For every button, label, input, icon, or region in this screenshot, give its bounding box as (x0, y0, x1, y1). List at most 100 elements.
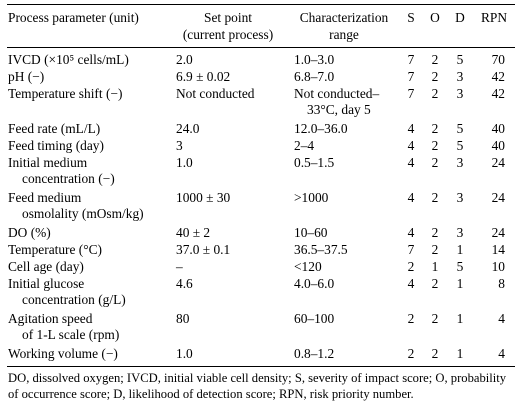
row-rpn: 40 (491, 121, 505, 136)
row-setpoint: 1.0 (176, 346, 193, 361)
row-rpn: 24 (491, 155, 505, 170)
row-param: Agitation speed (8, 311, 93, 326)
row-s-score: 4 (407, 276, 415, 291)
header-range: Characterization (299, 10, 389, 25)
row-o-score: 1 (431, 259, 439, 274)
row-d-score: 3 (456, 225, 464, 240)
row-setpoint: 6.9 ± 0.02 (176, 69, 231, 84)
row-setpoint: 24.0 (176, 121, 200, 136)
row-o-score: 2 (431, 86, 439, 101)
row-d-score: 1 (456, 242, 464, 257)
row-range: 36.5–37.5 (294, 242, 348, 257)
row-d-score: 5 (456, 121, 464, 136)
row-o-score: 2 (431, 225, 439, 240)
row-d-score: 5 (456, 259, 464, 274)
row-param: DO (%) (8, 225, 51, 240)
row-param: Initial medium (8, 155, 88, 170)
row-o-score: 2 (431, 311, 439, 326)
row-d-score: 5 (456, 138, 464, 153)
row-o-score: 2 (431, 138, 439, 153)
header-o: O (430, 10, 440, 25)
row-range: 12.0–36.0 (294, 121, 348, 136)
row-o-score: 2 (431, 242, 439, 257)
row-s-score: 4 (407, 190, 415, 205)
row-range: <120 (294, 259, 322, 274)
row-range: 0.8–1.2 (294, 346, 335, 361)
row-param: concentration (g/L) (22, 292, 126, 307)
row-setpoint: 1.0 (176, 155, 193, 170)
row-rpn: 8 (498, 276, 505, 291)
row-rpn: 40 (491, 138, 505, 153)
row-rpn: 14 (491, 242, 505, 257)
row-d-score: 3 (456, 190, 464, 205)
row-rpn: 24 (491, 190, 505, 205)
row-o-score: 2 (431, 346, 439, 361)
row-setpoint: 3 (176, 138, 183, 153)
row-d-score: 3 (456, 86, 464, 101)
row-setpoint: 37.0 ± 0.1 (176, 242, 231, 257)
row-setpoint: 4.6 (176, 276, 193, 291)
table-footnote: DO, dissolved oxygen; IVCD, initial viab… (8, 371, 507, 401)
row-o-score: 2 (431, 69, 439, 84)
row-param: osmolality (mOsm/kg) (22, 206, 144, 221)
row-param: Temperature (°C) (8, 242, 103, 257)
row-range: 10–60 (294, 225, 328, 240)
row-rpn: 42 (491, 69, 505, 84)
row-rpn: 42 (491, 86, 505, 101)
row-param: Temperature shift (−) (8, 86, 123, 101)
row-o-score: 2 (431, 155, 439, 170)
row-d-score: 1 (456, 311, 464, 326)
row-param: Feed timing (day) (8, 138, 104, 153)
row-range: 60–100 (294, 311, 335, 326)
row-s-score: 7 (407, 52, 415, 67)
header-s: S (407, 10, 415, 25)
header-range-sub: range (329, 27, 359, 42)
header-rpn: RPN (481, 10, 508, 25)
row-o-score: 2 (431, 52, 439, 67)
row-range: 6.8–7.0 (294, 69, 335, 84)
row-param: Feed rate (mL/L) (8, 121, 101, 136)
row-param: Cell age (day) (8, 259, 84, 274)
row-range: 1.0–3.0 (294, 52, 335, 67)
row-s-score: 7 (407, 69, 415, 84)
row-setpoint: – (176, 259, 183, 274)
row-o-score: 2 (431, 190, 439, 205)
row-rpn: 4 (498, 311, 505, 326)
row-param: Feed medium (8, 190, 82, 205)
row-rpn: 24 (491, 225, 505, 240)
row-d-score: 1 (456, 346, 464, 361)
row-rpn: 10 (491, 259, 505, 274)
row-d-score: 3 (456, 155, 464, 170)
row-d-score: 3 (456, 69, 464, 84)
row-d-score: 1 (456, 276, 464, 291)
row-range: 33°C, day 5 (307, 102, 371, 117)
row-range: 0.5–1.5 (294, 155, 335, 170)
row-s-score: 7 (407, 86, 415, 101)
row-o-score: 2 (431, 121, 439, 136)
row-range: 2–4 (294, 138, 315, 153)
row-s-score: 4 (407, 155, 415, 170)
row-setpoint: Not conducted (176, 86, 255, 101)
header-setpoint: Set point (204, 10, 252, 25)
row-setpoint: 80 (176, 311, 190, 326)
row-param: IVCD (×10⁵ cells/mL) (8, 52, 129, 67)
header-setpoint-sub: (current process) (182, 27, 274, 42)
row-range: 4.0–6.0 (294, 276, 335, 291)
row-setpoint: 1000 ± 30 (176, 190, 231, 205)
row-o-score: 2 (431, 276, 439, 291)
row-param: concentration (−) (22, 171, 115, 186)
row-s-score: 7 (407, 242, 415, 257)
header-d: D (455, 10, 465, 25)
header-param: Process parameter (unit) (8, 10, 139, 25)
row-d-score: 5 (456, 52, 464, 67)
row-s-score: 2 (407, 346, 415, 361)
row-setpoint: 2.0 (176, 52, 193, 67)
row-param: of 1-L scale (rpm) (22, 327, 120, 342)
row-s-score: 4 (407, 138, 415, 153)
row-rpn: 4 (498, 346, 505, 361)
row-s-score: 4 (407, 225, 415, 240)
row-range: Not conducted– (294, 86, 380, 101)
row-param: Working volume (−) (8, 346, 118, 361)
row-setpoint: 40 ± 2 (176, 225, 211, 240)
